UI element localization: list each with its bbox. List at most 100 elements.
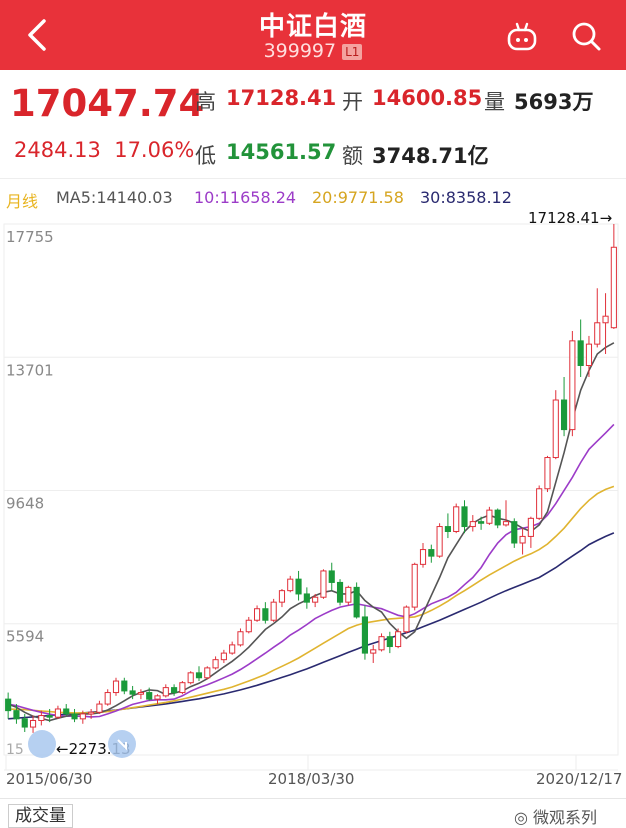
back-arrow-icon[interactable] bbox=[22, 18, 52, 52]
volume-label: 量 bbox=[484, 90, 505, 114]
candle-body bbox=[569, 340, 576, 431]
candle-body bbox=[54, 708, 62, 718]
candle-body bbox=[395, 631, 402, 648]
candle-body bbox=[411, 563, 418, 608]
x-tick-label: 2020/12/17 bbox=[536, 770, 622, 788]
candle-body bbox=[13, 710, 20, 720]
candle-body bbox=[229, 644, 236, 654]
candle-body bbox=[536, 488, 543, 519]
candle-body bbox=[320, 570, 327, 598]
candle-body bbox=[461, 506, 468, 528]
candle-body bbox=[610, 246, 617, 329]
candle-body bbox=[245, 619, 252, 633]
candle-body bbox=[378, 636, 385, 651]
arrow-down-right-icon bbox=[117, 739, 127, 751]
change-amount: 2484.13 bbox=[14, 138, 101, 162]
ma20-label: 20:9771.58 bbox=[312, 188, 404, 207]
index-code-line: 399997 L1 bbox=[0, 40, 626, 62]
amount-label: 额 bbox=[342, 144, 363, 168]
y-tick-label: 17755 bbox=[6, 228, 54, 246]
candle-body bbox=[494, 509, 501, 526]
candle-body bbox=[519, 535, 526, 544]
candle-body bbox=[287, 578, 294, 592]
watermark-text: 微观系列 bbox=[533, 808, 598, 827]
candle-body bbox=[5, 698, 12, 712]
candle-body bbox=[469, 521, 476, 528]
candle-body bbox=[270, 601, 277, 621]
candle-body bbox=[312, 596, 319, 603]
price-change: 2484.13 17.06% bbox=[14, 138, 194, 162]
last-price: 17047.74 bbox=[10, 82, 205, 125]
high-value: 17128.41 bbox=[226, 86, 337, 110]
candle-body bbox=[527, 517, 534, 537]
candle-body bbox=[552, 399, 559, 459]
ma30-label: 30:8358.12 bbox=[420, 188, 512, 207]
y-tick-label: 9648 bbox=[6, 494, 44, 512]
candle-body bbox=[104, 692, 111, 705]
candle-body bbox=[453, 506, 460, 532]
low-label: 低 bbox=[195, 144, 216, 168]
watermark: ◎ 微观系列 bbox=[514, 808, 598, 827]
candle-body bbox=[29, 719, 37, 728]
candle-body bbox=[386, 636, 393, 648]
candle-body bbox=[594, 322, 601, 345]
candle-body bbox=[88, 711, 95, 715]
candle-body bbox=[502, 521, 510, 526]
low-value: 14561.57 bbox=[226, 140, 337, 164]
candle-body bbox=[486, 509, 493, 524]
y-tick-label: 13701 bbox=[6, 361, 54, 379]
candle-body bbox=[478, 521, 485, 524]
candle-body bbox=[370, 649, 377, 654]
change-percent: 17.06% bbox=[114, 138, 195, 162]
candle-body bbox=[361, 616, 369, 654]
candle-body bbox=[179, 682, 186, 694]
candlestick-chart[interactable]: 17755 13701 9648 5594 2015/06/30 2018/03/30 20… bbox=[0, 208, 626, 798]
candle-body bbox=[96, 703, 103, 713]
ma30-line bbox=[8, 532, 615, 720]
ma20-line bbox=[8, 485, 615, 714]
high-label: 高 bbox=[195, 90, 216, 114]
candle-body bbox=[295, 578, 302, 595]
candle-body bbox=[146, 692, 153, 700]
min-prefix: 15 bbox=[6, 742, 24, 758]
candle-body bbox=[544, 457, 551, 490]
volume-value: 5693万 bbox=[514, 90, 594, 114]
index-title: 中证白酒 bbox=[258, 12, 367, 42]
period-selector[interactable]: 月线 bbox=[6, 192, 39, 211]
candle-body bbox=[21, 718, 28, 728]
ma10-line bbox=[7, 423, 615, 718]
y-tick-label: 5594 bbox=[6, 628, 44, 646]
candle-body bbox=[353, 586, 360, 618]
candle-body bbox=[63, 708, 70, 715]
ma5-label: MA5:14140.03 bbox=[56, 188, 173, 207]
candle-body bbox=[195, 672, 203, 679]
candle-body bbox=[129, 690, 136, 695]
candle-body bbox=[328, 570, 335, 583]
candle-body bbox=[220, 652, 227, 661]
candle-body bbox=[577, 340, 584, 367]
candle-body bbox=[602, 315, 609, 324]
candle-body bbox=[444, 526, 451, 532]
search-icon[interactable] bbox=[570, 20, 602, 52]
candle-body bbox=[137, 692, 144, 695]
open-label: 开 bbox=[342, 90, 363, 114]
level-badge: L1 bbox=[342, 43, 363, 60]
zoom-in-button[interactable] bbox=[28, 730, 56, 758]
divider-bottom bbox=[0, 798, 626, 799]
candle-body bbox=[38, 715, 45, 721]
plot-area bbox=[3, 223, 619, 756]
candle-body bbox=[162, 687, 169, 697]
candle-body bbox=[171, 687, 178, 694]
candle-body bbox=[253, 608, 261, 621]
x-tick-label: 2018/03/30 bbox=[268, 770, 354, 788]
candle-body bbox=[278, 590, 286, 603]
candle-body bbox=[303, 593, 310, 603]
candle-body bbox=[345, 586, 352, 603]
candle-body bbox=[585, 343, 593, 367]
candle-body bbox=[121, 680, 128, 692]
robot-assistant-icon[interactable] bbox=[505, 20, 539, 54]
candle-body bbox=[154, 695, 161, 700]
candle-body bbox=[511, 521, 518, 544]
index-code: 399997 bbox=[263, 40, 337, 62]
volume-tab[interactable]: 成交量 bbox=[8, 804, 73, 828]
